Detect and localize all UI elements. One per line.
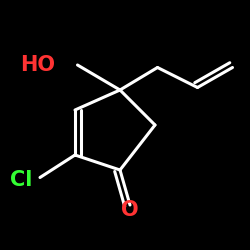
Text: Cl: Cl	[10, 170, 32, 190]
Text: HO: HO	[20, 55, 55, 75]
Text: O: O	[121, 200, 139, 220]
